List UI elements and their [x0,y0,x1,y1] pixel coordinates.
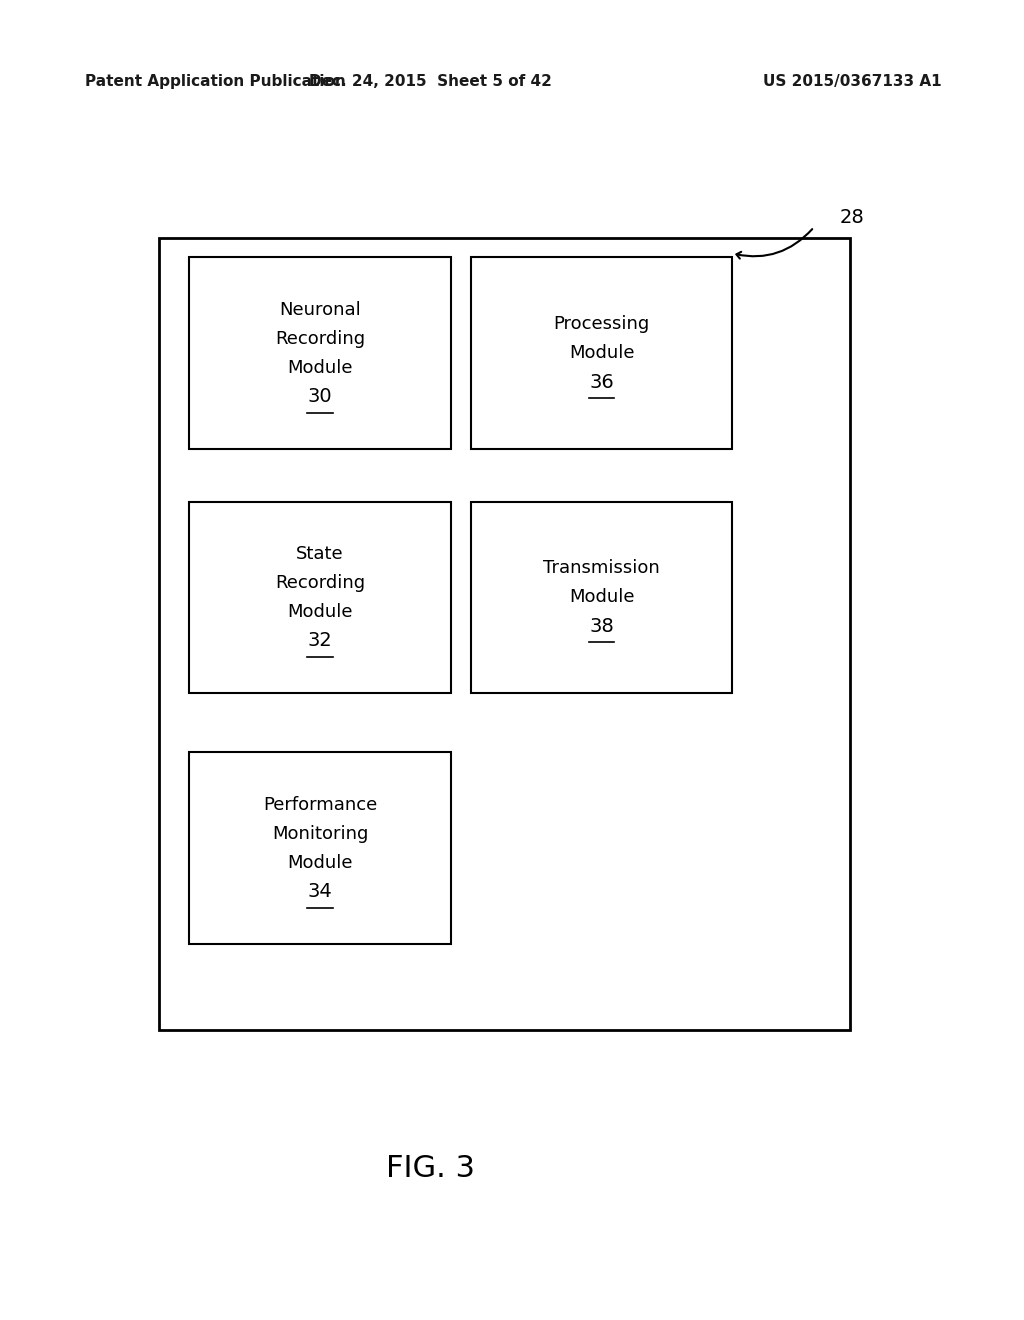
Text: 30: 30 [307,387,333,407]
Text: 32: 32 [307,631,333,651]
Text: State: State [296,545,344,562]
Text: Recording: Recording [274,330,366,347]
Bar [159,238,850,1030]
Text: FIG. 3: FIG. 3 [386,1154,474,1183]
Text: 36: 36 [589,372,614,392]
Text: 34: 34 [307,882,333,902]
Text: Module: Module [288,854,352,871]
Text: US 2015/0367133 A1: US 2015/0367133 A1 [764,74,942,88]
Bar [189,502,451,693]
Text: Module: Module [569,589,634,606]
Text: Patent Application Publication: Patent Application Publication [85,74,346,88]
Bar [189,752,451,944]
Text: Neuronal: Neuronal [280,301,360,318]
Text: Processing: Processing [554,315,649,333]
Bar [471,257,732,449]
Text: 38: 38 [589,616,614,636]
Text: Module: Module [288,603,352,620]
Text: Recording: Recording [274,574,366,591]
Bar [189,257,451,449]
Text: Performance: Performance [263,796,377,813]
Text: Module: Module [288,359,352,376]
Text: Module: Module [569,345,634,362]
Bar [471,502,732,693]
Text: Dec. 24, 2015  Sheet 5 of 42: Dec. 24, 2015 Sheet 5 of 42 [308,74,552,88]
Text: 28: 28 [840,209,864,227]
Text: Transmission: Transmission [543,560,660,577]
Text: Monitoring: Monitoring [271,825,369,842]
